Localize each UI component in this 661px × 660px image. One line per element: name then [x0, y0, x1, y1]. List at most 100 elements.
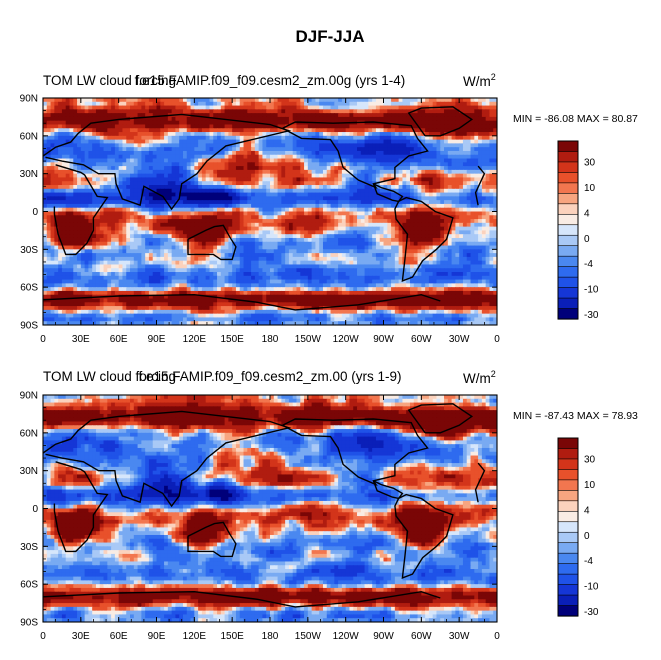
field-cell: [394, 177, 400, 182]
field-cell: [478, 101, 483, 107]
field-cell: [46, 234, 52, 239]
field-cell: [111, 230, 116, 235]
field-cell: [364, 192, 369, 197]
field-cell: [357, 166, 362, 171]
field-cell: [466, 116, 472, 122]
field-cell: [270, 241, 275, 247]
field-cell: [111, 188, 116, 194]
field-cell: [152, 241, 158, 247]
field-cell: [190, 203, 195, 209]
field-cell: [322, 124, 328, 129]
field-cell: [198, 237, 203, 243]
field-cell: [349, 196, 354, 201]
field-cell: [148, 253, 154, 258]
field-cell: [126, 222, 131, 228]
field-cell: [319, 135, 324, 141]
field-cell: [118, 158, 124, 163]
field-cell: [103, 192, 108, 197]
field-cell: [292, 154, 298, 160]
field-cell: [300, 241, 305, 247]
field-cell: [304, 207, 309, 213]
field-cell: [111, 120, 116, 126]
field-cell: [156, 234, 161, 239]
field-cell: [247, 200, 252, 205]
field-cell: [398, 143, 404, 148]
field-cell: [61, 120, 67, 126]
field-cell: [447, 188, 453, 194]
field-cell: [69, 143, 74, 148]
field-cell: [179, 154, 184, 160]
field-cell: [455, 135, 460, 141]
field-cell: [171, 116, 177, 122]
field-cell: [319, 237, 324, 243]
field-cell: [406, 143, 411, 148]
field-cell: [126, 154, 131, 160]
field-cell: [304, 128, 309, 133]
field-cell: [432, 173, 438, 179]
field-cell: [357, 203, 362, 209]
field-cell: [130, 245, 135, 250]
field-cell: [167, 158, 173, 163]
field-cell: [334, 249, 339, 254]
field-cell: [141, 120, 146, 126]
field-cell: [417, 207, 422, 213]
field-cell: [330, 181, 335, 186]
field-cell: [300, 113, 305, 118]
field-cell: [243, 207, 248, 213]
field-cell: [126, 188, 131, 194]
field-cell: [130, 109, 135, 114]
field-cell: [417, 101, 422, 107]
field-cell: [304, 116, 309, 122]
field-cell: [80, 105, 86, 110]
field-cell: [46, 166, 52, 171]
field-cell: [481, 98, 487, 103]
field-cell: [406, 135, 411, 141]
field-cell: [493, 177, 497, 182]
field-cell: [141, 211, 146, 216]
field-cell: [182, 196, 188, 201]
field-cell: [459, 188, 464, 194]
field-cell: [307, 200, 313, 205]
field-cell: [372, 249, 377, 254]
field-cell: [254, 113, 260, 118]
field-cell: [383, 249, 388, 254]
field-cell: [353, 219, 358, 224]
field-cell: [182, 181, 188, 186]
field-cell: [402, 169, 407, 175]
field-cell: [80, 196, 86, 201]
field-cell: [73, 101, 78, 107]
field-cell: [391, 230, 396, 235]
field-cell: [58, 211, 63, 216]
field-cell: [201, 211, 207, 216]
field-cell: [141, 207, 146, 213]
field-cell: [281, 215, 286, 220]
field-cell: [133, 120, 139, 126]
field-cell: [103, 234, 108, 239]
field-cell: [84, 215, 89, 220]
field-cell: [413, 196, 419, 201]
field-cell: [54, 113, 59, 118]
field-cell: [167, 139, 173, 144]
field-cell: [65, 177, 71, 182]
field-cell: [137, 241, 142, 247]
field-cell: [273, 241, 279, 247]
field-cell: [304, 245, 309, 250]
field-cell: [428, 147, 434, 152]
field-cell: [130, 230, 135, 235]
field-cell: [258, 116, 264, 122]
field-cell: [65, 150, 71, 156]
field-cell: [114, 234, 120, 239]
field-cell: [379, 241, 385, 247]
field-cell: [224, 207, 229, 213]
field-cell: [409, 222, 415, 228]
field-cell: [88, 211, 93, 216]
field-cell: [194, 188, 199, 194]
field-cell: [417, 147, 422, 152]
field-cell: [330, 222, 335, 228]
field-cell: [421, 139, 426, 144]
field-cell: [292, 188, 298, 194]
field-cell: [360, 147, 366, 152]
field-cell: [156, 109, 161, 114]
field-cell: [413, 147, 419, 152]
field-cell: [428, 98, 434, 103]
